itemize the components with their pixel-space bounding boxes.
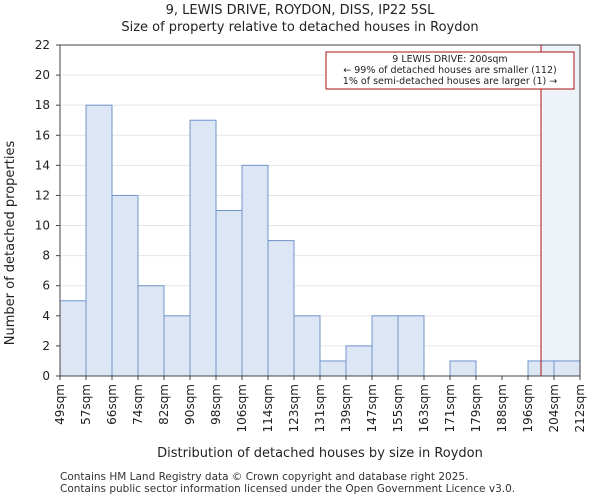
bar-155sqm: [397, 315, 425, 377]
y-axis-label: Number of detached properties: [3, 141, 18, 346]
x-tick-label: 171sqm: [443, 384, 457, 432]
x-tick-label: 90sqm: [183, 384, 197, 425]
x-tick-label: 66sqm: [105, 384, 119, 425]
y-tick-label: 10: [35, 219, 50, 233]
y-axis: 0 2 4 6 8 10 12 14 16 18 20 22: [35, 38, 60, 383]
y-tick-label: 8: [42, 249, 50, 263]
highlight-region: [541, 45, 580, 376]
bar-57sqm: [85, 104, 113, 377]
bar-204sqm: [553, 360, 581, 377]
y-tick-label: 14: [35, 158, 50, 172]
y-tick-label: 18: [35, 98, 50, 112]
bar-74sqm: [137, 285, 165, 377]
x-tick-label: 106sqm: [235, 384, 249, 432]
y-tick-label: 4: [42, 309, 50, 323]
x-tick-label: 49sqm: [53, 384, 67, 425]
x-tick-label: 196sqm: [521, 384, 535, 432]
annotation-box: 9 LEWIS DRIVE: 200sqm ← 99% of detached …: [325, 51, 575, 90]
annotation-line-1: 9 LEWIS DRIVE: 200sqm: [392, 54, 507, 65]
x-tick-label: 123sqm: [287, 384, 301, 432]
bar-147sqm: [371, 315, 399, 377]
bar-66sqm: [111, 194, 139, 377]
bar-123sqm: [293, 315, 321, 377]
x-tick-label: 155sqm: [391, 384, 405, 432]
x-tick-label: 57sqm: [79, 384, 93, 425]
x-tick-label: 82sqm: [157, 384, 171, 425]
x-tick-label: 163sqm: [417, 384, 431, 432]
x-tick-label: 147sqm: [365, 384, 379, 432]
bar-131sqm: [319, 360, 347, 377]
annotation-frame: [325, 51, 575, 90]
x-tick-label: 74sqm: [131, 384, 145, 425]
bar-49sqm: [59, 300, 87, 377]
annotation-line-3: 1% of semi-detached houses are larger (1…: [343, 76, 557, 87]
x-tick-label: 212sqm: [573, 384, 587, 432]
bar-90sqm: [189, 119, 217, 377]
bar-98sqm: [215, 210, 243, 377]
y-tick-label: 20: [35, 68, 50, 82]
bar-114sqm: [267, 240, 295, 377]
x-tick-label: 139sqm: [339, 384, 353, 432]
x-tick-label: 204sqm: [547, 384, 561, 432]
footer-line-1: Contains HM Land Registry data © Crown c…: [60, 471, 468, 483]
bar-139sqm: [345, 345, 373, 377]
x-axis-label: Distribution of detached houses by size …: [157, 446, 483, 461]
x-axis: 49sqm 57sqm 66sqm 74sqm 82sqm 90sqm 98sqm 106sq…: [53, 376, 587, 432]
y-tick-label: 16: [35, 128, 50, 142]
y-tick-label: 12: [35, 188, 50, 202]
footer-line-2: Contains public sector information licen…: [60, 483, 515, 495]
x-tick-label: 114sqm: [261, 384, 275, 432]
bar-171sqm: [449, 360, 477, 377]
y-tick-label: 6: [42, 279, 50, 293]
bars: [59, 104, 581, 377]
y-tick-label: 2: [42, 339, 50, 353]
bar-106sqm: [241, 164, 269, 377]
annotation-line-2: ← 99% of detached houses are smaller (11…: [343, 65, 556, 76]
y-tick-label: 0: [42, 369, 50, 383]
x-tick-label: 98sqm: [209, 384, 223, 425]
x-tick-label: 131sqm: [313, 384, 327, 432]
y-tick-label: 22: [35, 38, 50, 52]
chart-subtitle: Size of property relative to detached ho…: [121, 20, 478, 35]
bar-82sqm: [163, 315, 191, 377]
x-tick-label: 179sqm: [469, 384, 483, 432]
chart-title: 9, LEWIS DRIVE, ROYDON, DISS, IP22 5SL: [166, 3, 436, 18]
x-tick-label: 188sqm: [495, 384, 509, 432]
